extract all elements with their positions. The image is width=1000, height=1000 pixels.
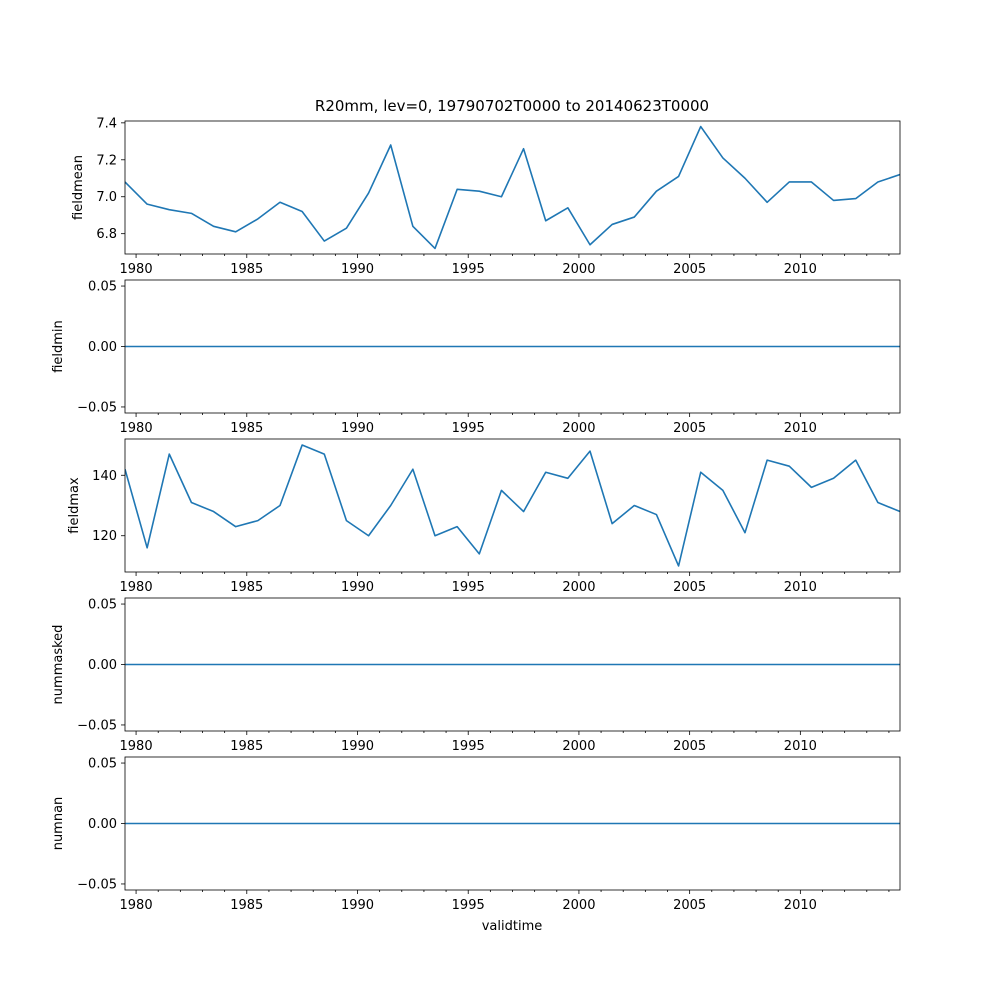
y-tick-label: 7.0: [96, 190, 117, 205]
x-tick-label: 2010: [784, 580, 817, 595]
x-tick-label: 1980: [120, 421, 153, 436]
y-tick-label: −0.05: [77, 718, 117, 733]
y-axis-label: numnan: [51, 797, 66, 851]
x-tick-label: 2005: [673, 739, 706, 754]
x-tick-label: 1990: [341, 421, 374, 436]
panel-nummasked: 1980 1985 1990 1995 2000 2005 2010 −0.05 0.00 0.0…: [51, 597, 901, 754]
x-tick-label: 2005: [673, 898, 706, 913]
x-tick-label: 1980: [120, 262, 153, 277]
axes-frame: [124, 597, 901, 732]
y-tick-label: −0.05: [77, 400, 117, 415]
x-tick-label: 2005: [673, 262, 706, 277]
x-tick-label: 1990: [341, 898, 374, 913]
figure-title: R20mm, lev=0, 19790702T0000 to 20140623T…: [315, 97, 709, 115]
x-tick-label: 1985: [230, 580, 263, 595]
y-axis-label: fieldmax: [67, 477, 82, 534]
axes-frame: [124, 756, 901, 891]
panel-fieldmean: 1980 1985 1990 1995 2000 2005 2010 6.8 7.0 7.2 7.4…: [71, 116, 901, 277]
y-tick-label: 0.00: [88, 658, 117, 673]
y-tick-label: 0.05: [88, 598, 117, 613]
series-line-fieldmax: [125, 444, 900, 567]
y-tick-label: 0.05: [88, 280, 117, 295]
panel-numnan: 1980 1985 1990 1995 2000 2005 2010 −0.05 0.00 0.0…: [51, 756, 901, 913]
x-tick-label: 1985: [230, 898, 263, 913]
axes-frame: [124, 279, 901, 414]
x-tick-label: 1995: [452, 739, 485, 754]
y-tick-label: 0.05: [88, 757, 117, 772]
x-tick-label: 1995: [452, 898, 485, 913]
y-tick-label: 7.2: [96, 153, 117, 168]
x-axis-label: validtime: [482, 919, 543, 934]
x-tick-label: 2000: [562, 739, 595, 754]
y-tick-label: 140: [92, 469, 117, 484]
x-tick-label: 1990: [341, 262, 374, 277]
x-tick-label: 1980: [120, 898, 153, 913]
panel-fieldmin: 1980 1985 1990 1995 2000 2005 2010 −0.05 0.00 0.0…: [51, 279, 901, 436]
axes-frame: [124, 438, 901, 573]
y-tick-label: 0.00: [88, 817, 117, 832]
y-tick-label: 120: [92, 529, 117, 544]
x-tick-label: 1980: [120, 580, 153, 595]
x-tick-label: 1990: [341, 739, 374, 754]
x-tick-label: 1985: [230, 262, 263, 277]
x-tick-label: 1995: [452, 262, 485, 277]
x-tick-label: 1990: [341, 580, 374, 595]
x-tick-label: 1980: [120, 739, 153, 754]
y-tick-label: 6.8: [96, 227, 117, 242]
x-tick-label: 2000: [562, 898, 595, 913]
x-tick-label: 1995: [452, 421, 485, 436]
x-tick-label: 2010: [784, 262, 817, 277]
y-tick-label: 7.4: [96, 116, 117, 131]
panel-fieldmax: 1980 1985 1990 1995 2000 2005 2010 120 140 fieldm…: [67, 438, 901, 595]
x-tick-label: 1995: [452, 580, 485, 595]
y-axis-label: nummasked: [51, 625, 66, 705]
y-axis-label: fieldmean: [71, 155, 86, 220]
series-line-fieldmean: [125, 125, 900, 250]
x-tick-label: 2010: [784, 421, 817, 436]
x-tick-label: 1985: [230, 421, 263, 436]
x-tick-label: 2010: [784, 739, 817, 754]
y-axis-label: fieldmin: [51, 320, 66, 373]
x-tick-label: 1985: [230, 739, 263, 754]
x-tick-label: 2010: [784, 898, 817, 913]
x-tick-label: 2000: [562, 262, 595, 277]
x-tick-label: 2005: [673, 580, 706, 595]
y-tick-label: −0.05: [77, 877, 117, 892]
axes-frame: [124, 120, 901, 255]
y-tick-label: 0.00: [88, 340, 117, 355]
x-tick-label: 2000: [562, 580, 595, 595]
x-tick-label: 2005: [673, 421, 706, 436]
x-tick-label: 2000: [562, 421, 595, 436]
